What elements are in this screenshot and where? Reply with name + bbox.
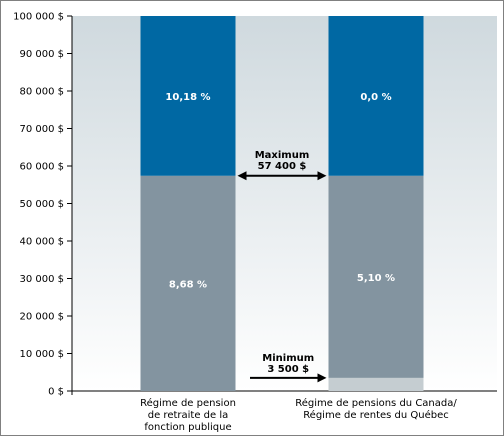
annotation-max-value: 57 400 $ (258, 161, 307, 172)
data-label: 10,18 % (165, 92, 210, 103)
annotation-min-title: Minimum (262, 353, 314, 364)
y-tick-label: 30 000 $ (19, 274, 64, 285)
y-tick-label: 80 000 $ (19, 87, 64, 98)
y-tick-label: 90 000 $ (19, 49, 64, 60)
annotation-min-value: 3 500 $ (267, 364, 309, 375)
x-category-label: Régime de pension (140, 397, 236, 409)
x-category-label: Régime de rentes du Québec (303, 409, 449, 421)
bar-segment (328, 175, 424, 378)
y-tick-label: 100 000 $ (13, 12, 64, 23)
bar-segment (328, 16, 424, 176)
y-tick-label: 40 000 $ (19, 237, 64, 248)
plot-background (72, 16, 497, 391)
y-tick-label: 20 000 $ (19, 312, 64, 323)
y-tick-label: 70 000 $ (19, 124, 64, 135)
data-label: 0,0 % (360, 92, 391, 103)
bar-segment (328, 377, 424, 391)
annotation-max-arrowhead-left (237, 171, 247, 181)
y-tick-label: 10 000 $ (19, 349, 64, 360)
x-category-label: de retraite de la (148, 410, 229, 421)
y-tick-label: 0 $ (48, 387, 64, 398)
data-label: 5,10 % (357, 273, 395, 284)
annotation-max-arrowhead-right (317, 171, 327, 181)
bar-segment (140, 175, 236, 391)
y-tick-label: 50 000 $ (19, 199, 64, 210)
annotation-min-arrowhead (317, 373, 327, 383)
bar-segment (140, 16, 236, 176)
y-tick-label: 60 000 $ (19, 162, 64, 173)
x-category-label: fonction publique (144, 422, 231, 433)
data-label: 8,68 % (169, 279, 207, 290)
annotation-max-title: Maximum (255, 150, 310, 161)
x-category-label: Régime de pensions du Canada/ (295, 397, 457, 409)
